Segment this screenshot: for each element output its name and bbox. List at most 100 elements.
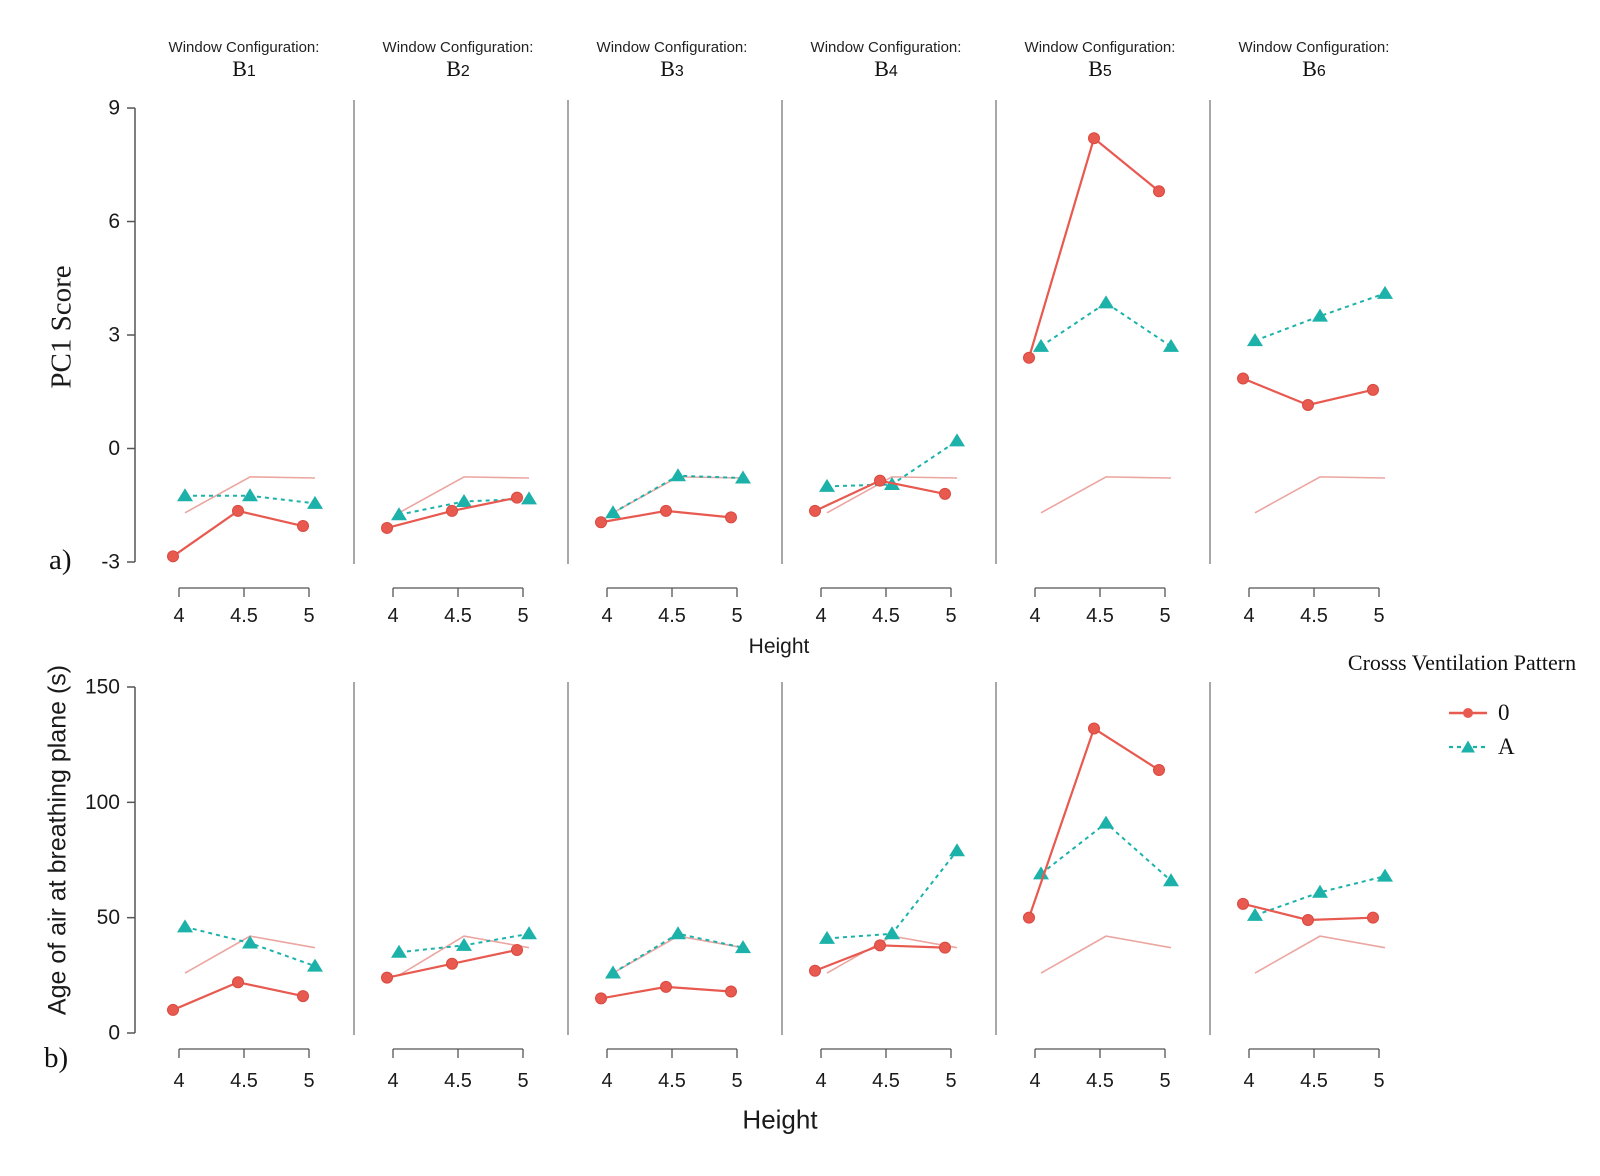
data-point-A-B5 [1098,815,1114,829]
data-point-0-B5 [1023,351,1035,364]
series-line-0-B1 [172,509,304,558]
x-tick-label: 5 [945,1070,956,1092]
facet-title-name: B1 [232,56,256,81]
x-tick-label: 4 [601,1070,612,1092]
data-point-A-B3 [735,940,751,954]
data-point-0-B4 [809,504,821,517]
trend-line-B1 [184,476,316,514]
x-tick-label: 4.5 [1300,605,1328,627]
data-point-0-B5 [1153,185,1165,198]
trend-line-B4 [826,935,958,974]
series-line-0-B5 [1027,726,1160,919]
data-point-0-B6 [1237,897,1249,910]
x-tick-label: 5 [1159,1070,1170,1092]
x-tick-label: 4.5 [444,605,472,627]
x-axis-label-height-top: Height [748,635,810,658]
data-point-A-B2 [391,507,407,521]
data-point-0-B6 [1367,911,1379,924]
facet-title-name: B4 [874,56,898,81]
facet-title-prefix: Window Configuration: [383,39,534,56]
data-point-A-B6 [1312,884,1328,898]
data-point-0-B1 [167,550,179,563]
trend-line-B2 [398,935,530,977]
data-point-0-B3 [725,511,737,524]
data-point-0-B5 [1153,764,1165,777]
data-point-A-B4 [949,843,965,857]
trend-line-B3 [612,935,744,974]
data-point-0-B2 [446,957,458,970]
data-point-0-B3 [595,516,607,529]
series-line-A-B5 [1040,821,1172,882]
x-tick-label: 4.5 [872,605,900,627]
data-point-A-B1 [177,488,193,502]
facet-title-name: B6 [1302,56,1326,81]
series-line-A-B5 [1040,301,1172,348]
x-tick-label: 4.5 [230,605,258,627]
x-tick-label: 5 [945,605,956,627]
data-point-0-B6 [1302,913,1314,926]
x-tick-label: 4 [1243,1070,1254,1092]
x-tick-label: 4 [173,1070,184,1092]
legend-title: Crosss Ventilation Pattern [1347,650,1577,675]
facet-title-name: B5 [1088,56,1112,81]
x-tick-label: 5 [1159,605,1170,627]
facet-title-prefix: Window Configuration: [1239,39,1390,56]
data-point-A-B1 [177,919,193,933]
data-point-A-B5 [1033,338,1049,352]
y-tick-label: 3 [108,324,120,347]
legend: Crosss Ventilation Pattern 0 A [1332,650,1592,768]
y-tick-label: 100 [85,791,120,814]
legend-symbol-0-line-circle-icon [1449,708,1487,718]
trend-line-B2 [398,476,530,514]
data-point-0-B4 [874,939,886,952]
data-point-0-B3 [595,992,607,1005]
x-tick-label: 4 [387,605,398,627]
data-point-0-B1 [232,504,244,517]
data-point-A-B3 [670,926,686,940]
x-tick-label: 4 [1029,605,1040,627]
trend-line-B5 [1040,935,1172,974]
x-tick-label: 4 [601,605,612,627]
x-tick-label: 5 [303,1070,314,1092]
y-tick-label: 9 [108,97,120,120]
data-point-A-B3 [670,468,686,482]
x-tick-label: 4 [387,1070,398,1092]
x-tick-label: 5 [1373,1070,1384,1092]
series-line-A-B6 [1254,292,1386,342]
data-point-0-B2 [511,491,523,504]
trend-line-B6 [1254,935,1386,974]
y-tick-label: 0 [108,1022,120,1045]
y-tick-label: 0 [108,437,120,460]
x-tick-label: 5 [517,605,528,627]
facet-title-prefix: Window Configuration: [169,39,320,56]
y-tick-label: 50 [97,906,120,929]
data-point-A-B2 [456,493,472,507]
data-point-0-B2 [381,521,393,534]
data-point-0-B3 [660,980,672,993]
x-tick-label: 4.5 [1300,1070,1328,1092]
trend-line-B5 [1040,476,1172,514]
y-tick-label: 6 [108,210,120,233]
row-a-label: a) [49,544,72,576]
x-tick-label: 4.5 [1086,1070,1114,1092]
data-point-0-B3 [725,985,737,998]
data-point-0-B1 [167,1003,179,1016]
x-tick-label: 4 [1243,605,1254,627]
x-tick-label: 5 [303,605,314,627]
data-point-A-B6 [1377,868,1393,882]
x-tick-label: 4.5 [658,1070,686,1092]
x-tick-label: 4.5 [658,605,686,627]
x-tick-label: 4 [1029,1070,1040,1092]
data-point-A-B5 [1098,295,1114,309]
facet-title-name: B3 [660,56,684,81]
data-point-0-B6 [1367,383,1379,396]
row-b-label: b) [44,1042,69,1074]
y-axis-label-age-of-air: Age of air at breathing plane (s) [43,664,72,1016]
x-tick-label: 4 [815,1070,826,1092]
series-line-A-B6 [1254,875,1386,917]
data-point-0-B2 [511,943,523,956]
legend-label-0: 0 [1498,700,1510,725]
data-point-A-B5 [1033,866,1049,880]
data-point-A-B4 [949,433,965,447]
